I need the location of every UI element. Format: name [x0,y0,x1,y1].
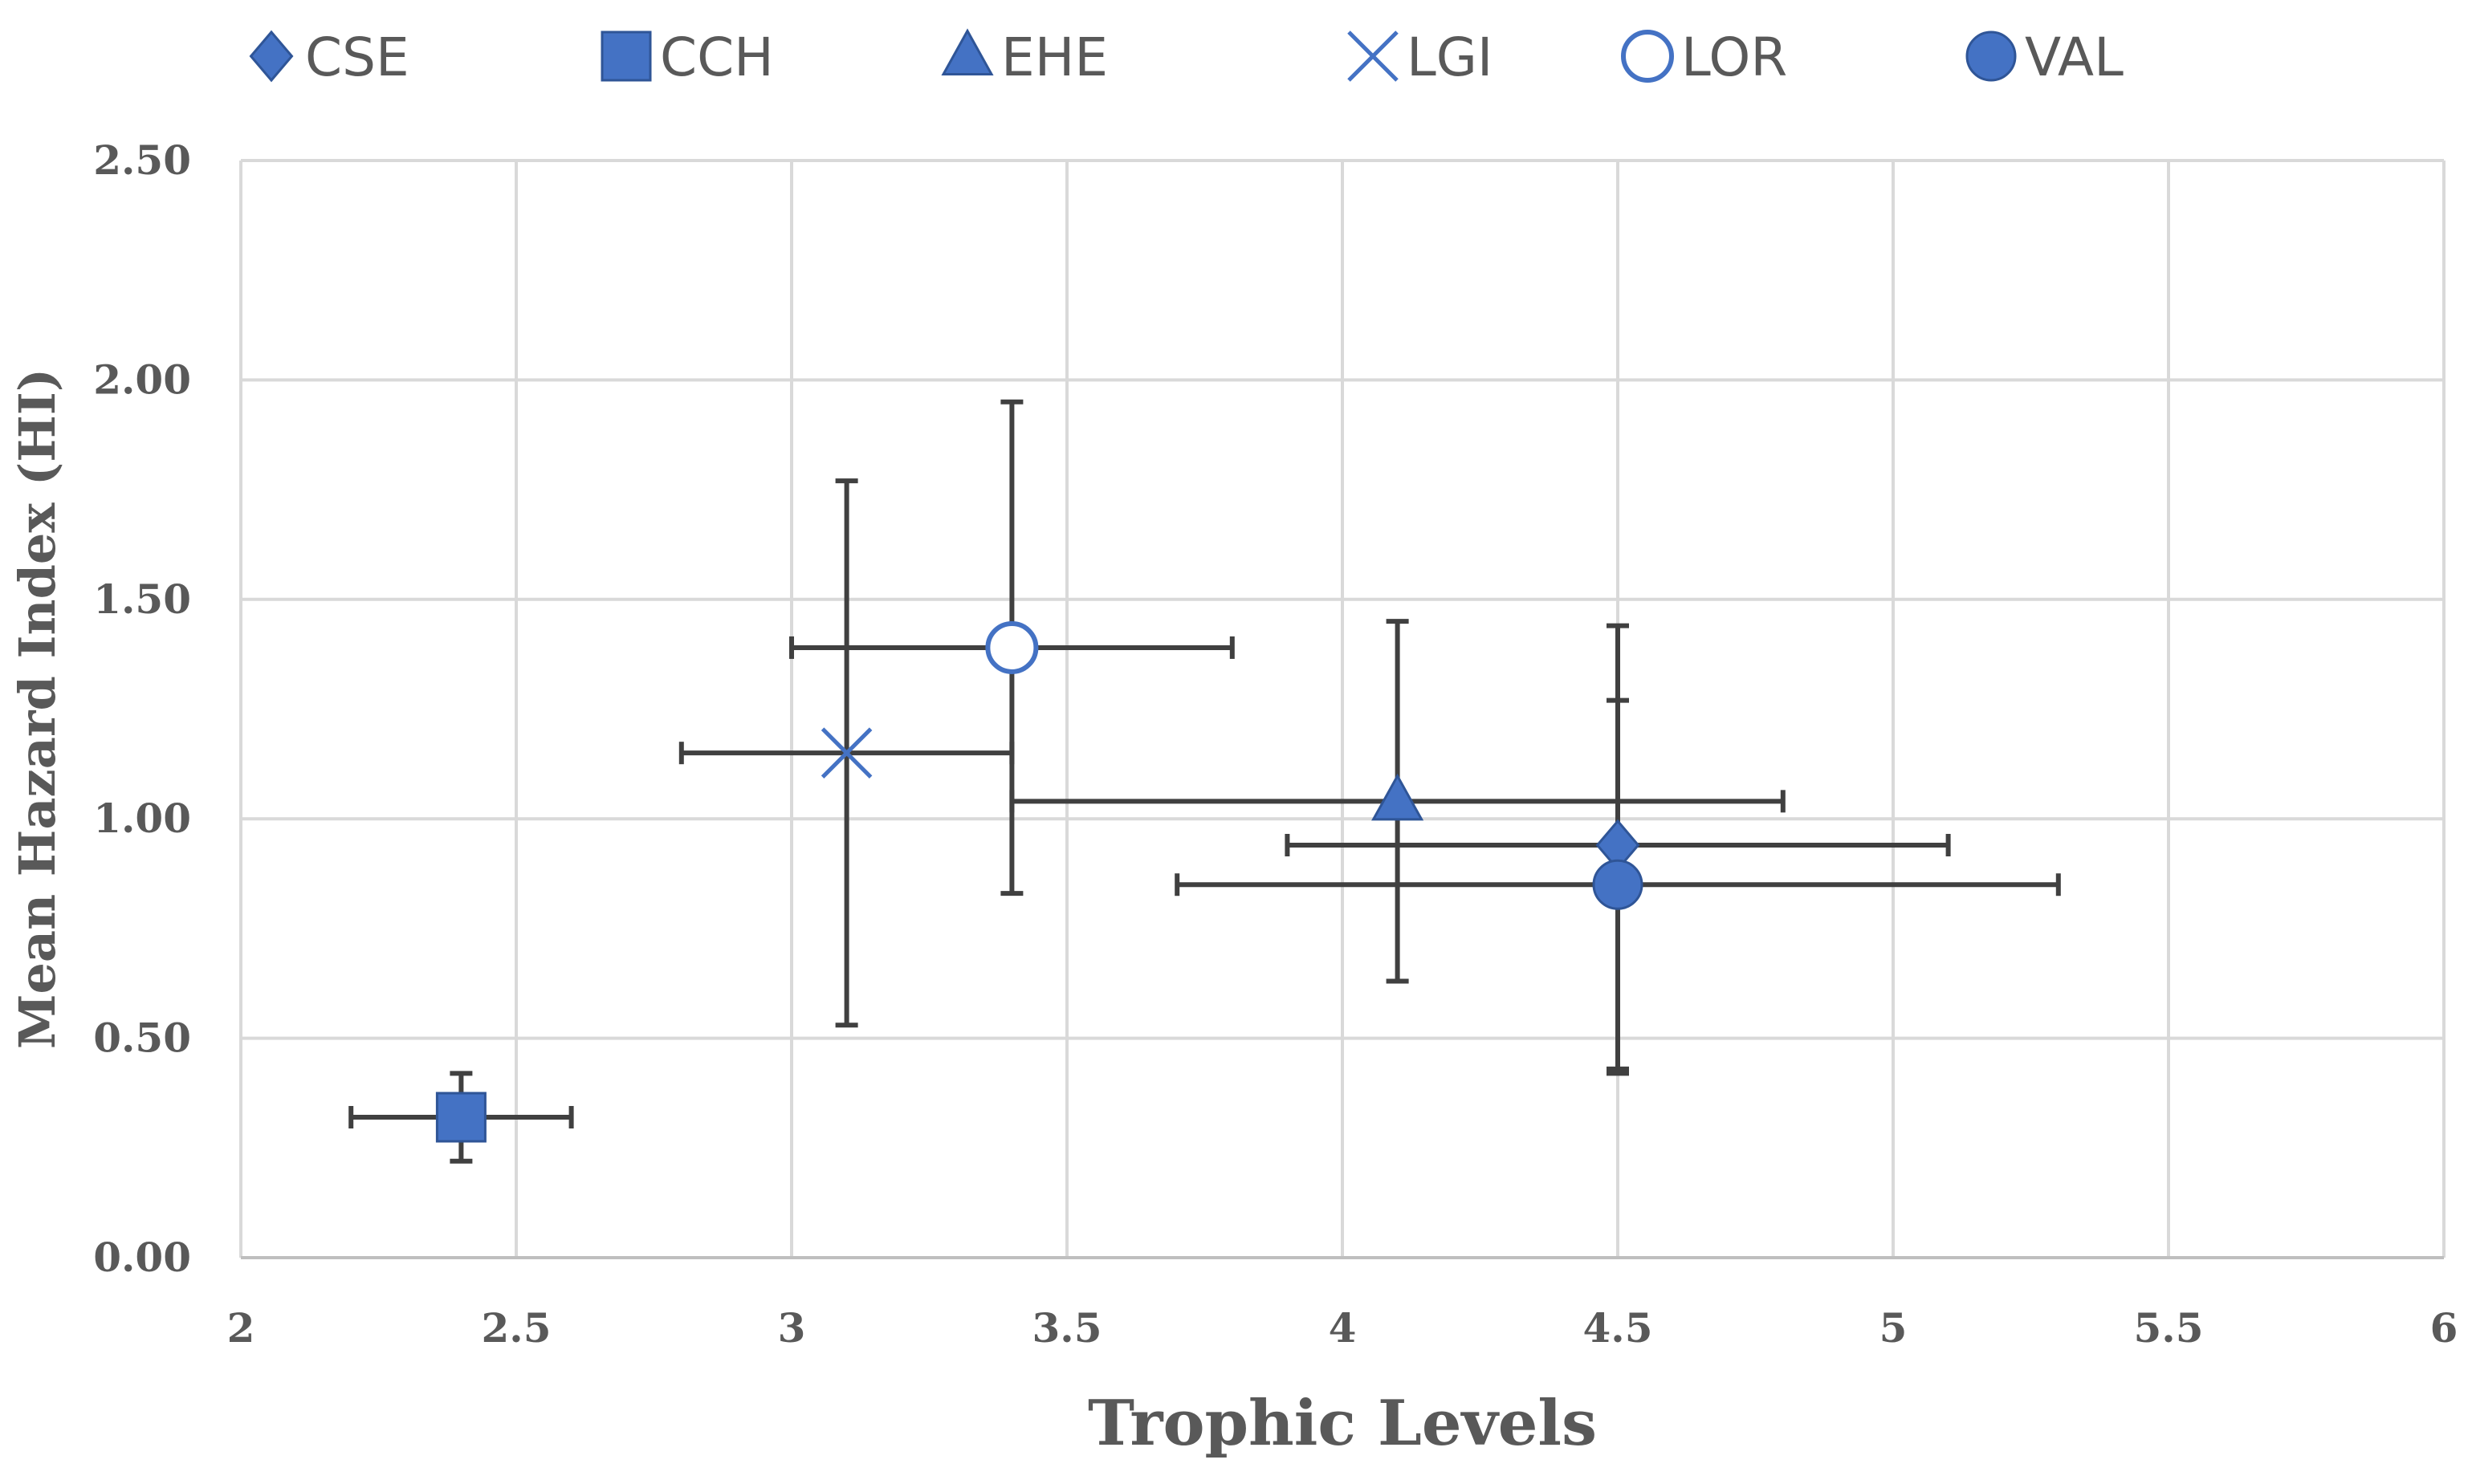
x-tick-label: 4 [1329,1304,1357,1352]
axes [239,161,2444,1259]
legend-item-cse: CSE [249,26,409,88]
y-tick-label: 0.50 [93,1014,191,1062]
y-tick-label: 2.50 [93,136,191,184]
x-tick-label: 5.5 [2134,1304,2204,1352]
x-stroke-b [1347,30,1399,82]
legend-label: LOR [1681,26,1787,88]
data-point-cch [435,1092,487,1143]
legend-item-lgi: LGI [1347,26,1493,88]
gridlines [241,159,2446,1258]
legend-label: CCH [660,26,774,88]
legend-label: CSE [305,26,409,88]
data-point-val [1592,859,1643,910]
legend-label: LGI [1407,26,1493,88]
legend-marker-val [1965,30,2017,82]
x-tick-label: 3.5 [1032,1304,1102,1352]
data-points [435,620,1643,1143]
legend-item-cch: CCH [601,26,774,88]
legend-marker-cse [249,30,294,83]
data-point-lor [985,620,1039,674]
x-tick-label: 5 [1879,1304,1908,1352]
y-tick-label: 1.00 [93,795,191,842]
x-tick-label: 2 [227,1304,255,1352]
data-point-ehe [1371,773,1424,821]
x-tick-label: 4.5 [1583,1304,1653,1352]
legend-item-val: VAL [1965,26,2124,88]
y-tick-label: 0.00 [93,1234,191,1281]
y-axis-title: Mean Hazard Index (HI) [8,368,67,1049]
legend: CSE CCH EHE LGI LOR VAL [249,26,2124,88]
x-tick-label: 2.5 [482,1304,552,1352]
legend-label: VAL [2025,26,2124,88]
legend-item-lor: LOR [1621,26,1787,88]
legend-marker-cch [601,30,652,82]
tick-labels: 2 2.5 3 3.5 4 4.5 5 5.5 6 0.00 0.50 1.00 1.50 2.00 2.5… [93,136,2458,1352]
x-axis-title: Trophic Levels [1088,1387,1597,1460]
data-point-lgi [821,727,873,779]
x-tick-label: 3 [778,1304,806,1352]
legend-item-ehe: EHE [941,26,1108,88]
legend-label: EHE [1001,26,1108,88]
x-stroke-b [821,727,873,779]
y-tick-label: 2.00 [93,356,191,403]
legend-marker-lgi [1347,30,1399,82]
error-bars [348,399,2061,1164]
legend-marker-ehe [941,28,994,75]
x-tick-label: 6 [2430,1304,2458,1352]
y-tick-label: 1.50 [93,575,191,623]
legend-marker-lor [1621,30,1674,83]
